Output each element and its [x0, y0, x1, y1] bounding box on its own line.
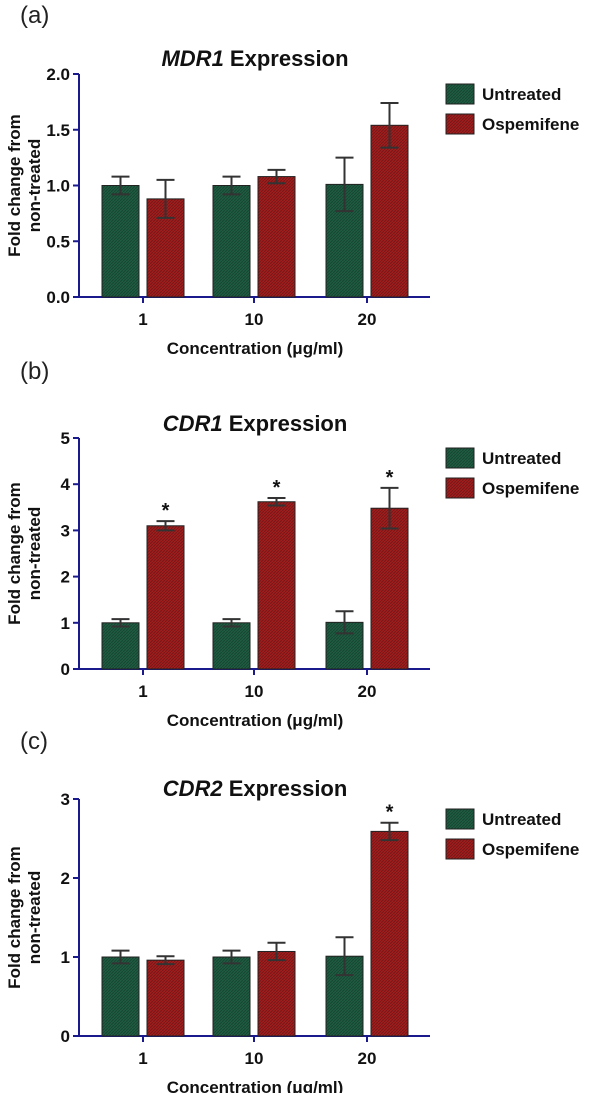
y-tick-label: 0.0 [46, 288, 70, 307]
y-tick-label: 2 [61, 869, 70, 888]
bar-ospemifene-1 [146, 525, 185, 670]
x-tick-label: 1 [138, 310, 147, 329]
legend-swatch [445, 83, 475, 105]
bar-ospemifene-10 [257, 176, 296, 298]
y-tick-label: 1.5 [46, 121, 70, 140]
chart-panel-b: (b) CDR1 Expression Fold change fromnon-t… [0, 358, 596, 730]
chart-svg: CDR2 Expression Fold change fromnon-treat… [5, 776, 579, 1097]
y-tick-label: 5 [61, 429, 70, 448]
legend-swatch [445, 838, 475, 860]
bar-ospemifene-10 [257, 501, 296, 670]
y-tick-label: 0.5 [46, 232, 70, 251]
y-tick-label: 2.0 [46, 65, 70, 84]
x-tick-label: 20 [358, 1049, 377, 1068]
y-tick-label: 0 [61, 660, 70, 679]
chart-panel-a: (a) MDR1 Expression Fold change fromnon-t… [0, 0, 596, 365]
significance-marker: * [386, 467, 394, 489]
y-tick-label: 4 [61, 475, 71, 494]
x-tick-label: 20 [358, 310, 377, 329]
y-axis-label: Fold change fromnon-treated [5, 846, 44, 989]
significance-marker: * [386, 802, 394, 824]
bar-ospemifene-20 [370, 124, 409, 298]
y-tick-label: 1 [61, 948, 70, 967]
x-tick-label: 1 [138, 682, 147, 701]
bar-ospemifene-1 [146, 959, 185, 1037]
significance-marker: * [162, 500, 170, 522]
legend-swatch [445, 113, 475, 135]
legend-label: Untreated [482, 810, 561, 829]
chart-title: CDR2 Expression [163, 776, 348, 801]
x-axis-label: Concentration (μg/ml) [167, 711, 344, 730]
legend-swatch [445, 808, 475, 830]
bar-ospemifene-20 [370, 507, 409, 670]
bar-ospemifene-20 [370, 830, 409, 1037]
y-tick-label: 3 [61, 790, 70, 809]
x-axis-label: Concentration (μg/ml) [167, 339, 344, 358]
chart-title: CDR1 Expression [163, 411, 348, 436]
chart-title: MDR1 Expression [161, 46, 348, 71]
x-tick-label: 10 [245, 682, 264, 701]
significance-marker: * [273, 477, 281, 499]
x-tick-label: 20 [358, 682, 377, 701]
bar-untreated-1 [101, 956, 140, 1037]
legend-label: Untreated [482, 449, 561, 468]
y-axis-label: Fold change fromnon-treated [5, 482, 44, 625]
bar-ospemifene-10 [257, 950, 296, 1037]
bar-untreated-1 [101, 622, 140, 670]
legend-label: Ospemifene [482, 115, 579, 134]
legend-label: Ospemifene [482, 479, 579, 498]
x-tick-label: 10 [245, 310, 264, 329]
panel-label: (a) [20, 2, 50, 29]
chart-panel-c: (c) CDR2 Expression Fold change fromnon-t… [0, 728, 596, 1097]
bar-untreated-10 [212, 622, 251, 670]
legend-swatch [445, 477, 475, 499]
bar-untreated-10 [212, 185, 251, 298]
legend-label: Untreated [482, 85, 561, 104]
chart-svg: MDR1 Expression Fold change fromnon-treat… [5, 46, 579, 358]
panel-label: (b) [20, 358, 50, 385]
y-axis-label: Fold change fromnon-treated [5, 114, 44, 257]
x-tick-label: 10 [245, 1049, 264, 1068]
bar-untreated-1 [101, 185, 140, 298]
x-tick-label: 1 [138, 1049, 147, 1068]
legend-swatch [445, 447, 475, 469]
legend-label: Ospemifene [482, 840, 579, 859]
chart-svg: CDR1 Expression Fold change fromnon-treat… [5, 411, 579, 730]
y-tick-label: 2 [61, 568, 70, 587]
y-tick-label: 1 [61, 614, 70, 633]
bar-untreated-10 [212, 956, 251, 1037]
x-axis-label: Concentration (μg/ml) [167, 1078, 344, 1093]
panel-label: (c) [20, 728, 48, 755]
y-tick-label: 1.0 [46, 177, 70, 196]
y-tick-label: 0 [61, 1027, 70, 1046]
y-tick-label: 3 [61, 521, 70, 540]
